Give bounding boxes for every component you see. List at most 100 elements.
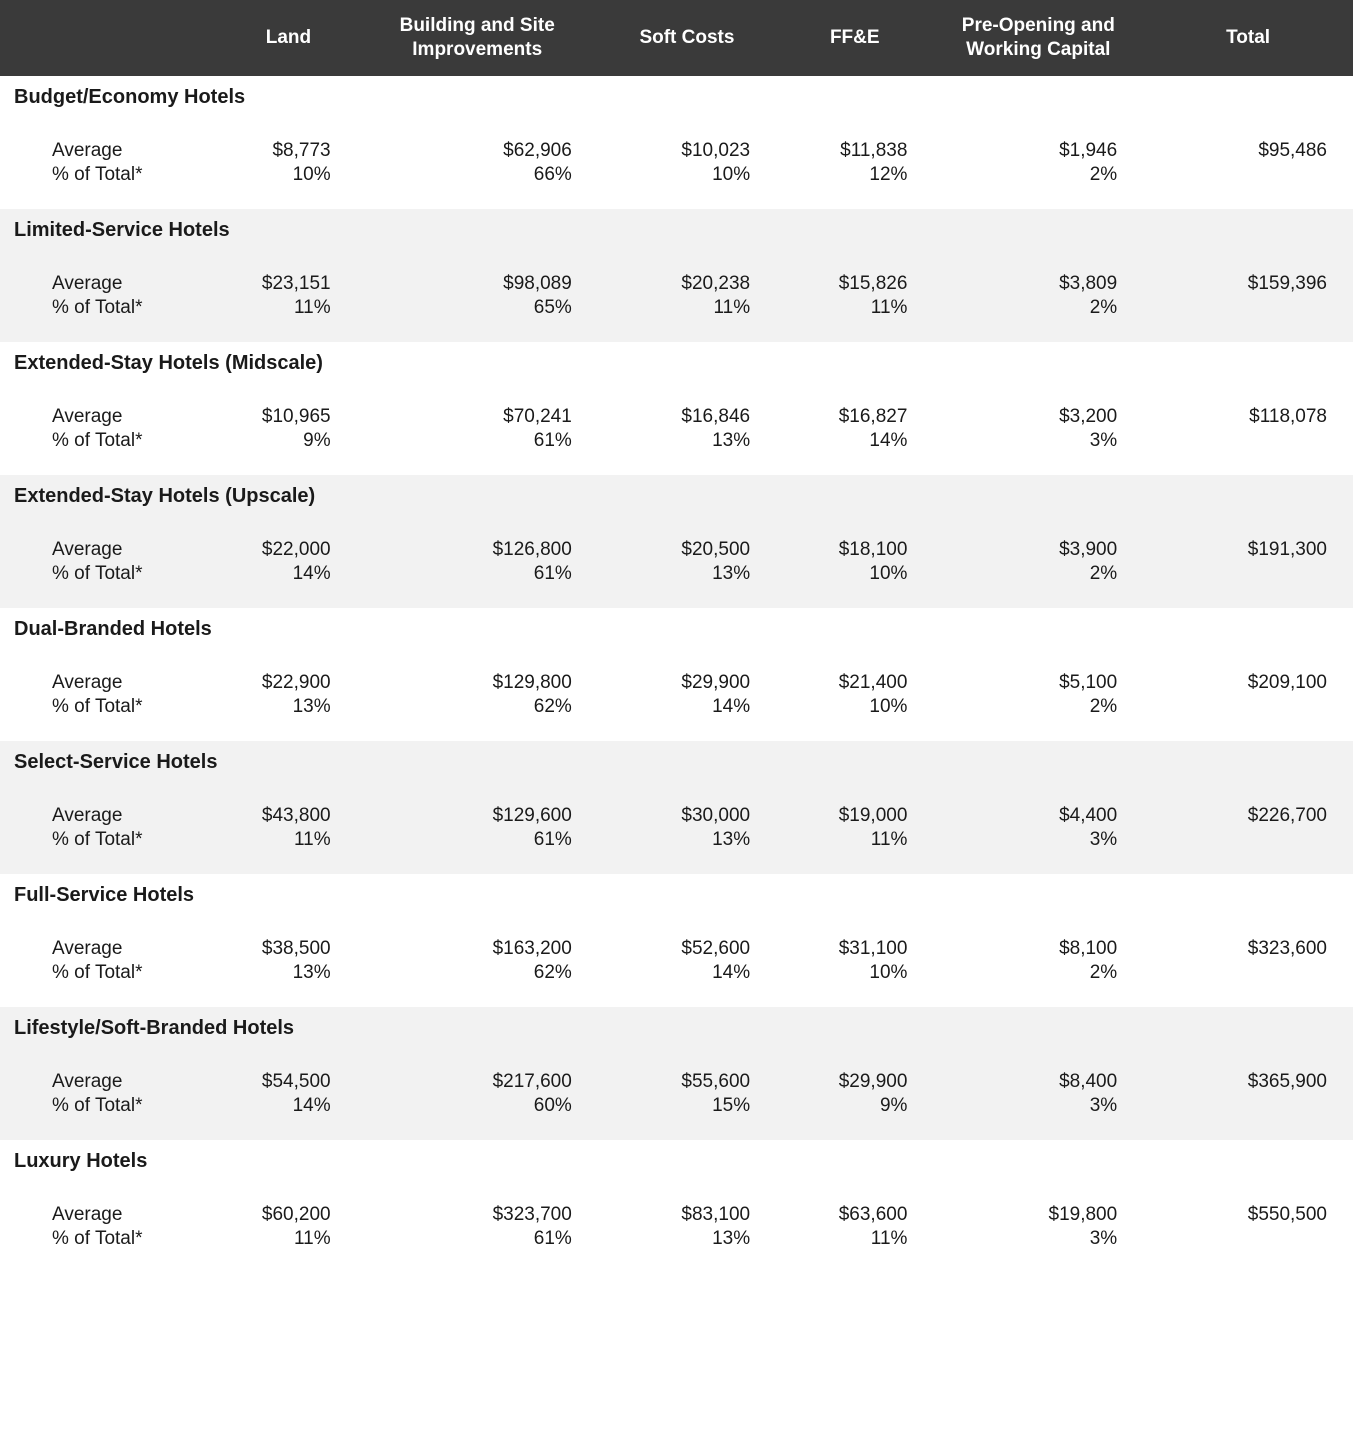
cell-pct-building: 65% bbox=[357, 296, 598, 320]
cell-pct-land: 9% bbox=[220, 429, 356, 453]
col-header-land: Land bbox=[220, 0, 356, 76]
spacer-row bbox=[0, 1118, 1353, 1140]
spacer-row bbox=[0, 516, 1353, 538]
cell-average-preopen: $19,800 bbox=[933, 1203, 1143, 1227]
section-title: Budget/Economy Hotels bbox=[0, 76, 1353, 117]
cell-pct-soft: 10% bbox=[598, 163, 776, 187]
pct-row: % of Total*10%66%10%12%2% bbox=[0, 163, 1353, 187]
cell-pct-preopen: 3% bbox=[933, 429, 1143, 453]
cell-pct-ffe: 9% bbox=[776, 1094, 933, 1118]
cell-average-land: $22,000 bbox=[220, 538, 356, 562]
row-label-pct: % of Total* bbox=[0, 1094, 220, 1118]
cell-pct-preopen: 2% bbox=[933, 296, 1143, 320]
cell-average-land: $8,773 bbox=[220, 139, 356, 163]
cell-average-land: $43,800 bbox=[220, 804, 356, 828]
row-label-average: Average bbox=[0, 538, 220, 562]
cell-pct-building: 61% bbox=[357, 562, 598, 586]
cell-pct-land: 11% bbox=[220, 296, 356, 320]
cell-average-building: $70,241 bbox=[357, 405, 598, 429]
pct-row: % of Total*13%62%14%10%2% bbox=[0, 695, 1353, 719]
cell-pct-building: 60% bbox=[357, 1094, 598, 1118]
cell-average-building: $217,600 bbox=[357, 1070, 598, 1094]
section-title: Dual-Branded Hotels bbox=[0, 608, 1353, 649]
cell-pct-preopen: 2% bbox=[933, 562, 1143, 586]
cell-pct-ffe: 10% bbox=[776, 695, 933, 719]
cell-average-soft: $10,023 bbox=[598, 139, 776, 163]
cell-pct-soft: 14% bbox=[598, 695, 776, 719]
cell-average-ffe: $16,827 bbox=[776, 405, 933, 429]
cell-average-preopen: $3,900 bbox=[933, 538, 1143, 562]
section: Luxury HotelsAverage$60,200$323,700$83,1… bbox=[0, 1140, 1353, 1273]
section-title: Select-Service Hotels bbox=[0, 741, 1353, 782]
cell-average-preopen: $3,200 bbox=[933, 405, 1143, 429]
cell-pct-land: 11% bbox=[220, 1227, 356, 1251]
cell-pct-preopen: 3% bbox=[933, 1094, 1143, 1118]
spacer-row bbox=[0, 719, 1353, 741]
cell-average-ffe: $19,000 bbox=[776, 804, 933, 828]
cell-average-preopen: $1,946 bbox=[933, 139, 1143, 163]
cell-pct-total bbox=[1143, 1094, 1353, 1118]
cell-pct-land: 13% bbox=[220, 695, 356, 719]
spacer-row bbox=[0, 453, 1353, 475]
spacer-row bbox=[0, 383, 1353, 405]
spacer-row bbox=[0, 782, 1353, 804]
cell-pct-building: 62% bbox=[357, 961, 598, 985]
cell-average-ffe: $21,400 bbox=[776, 671, 933, 695]
row-label-pct: % of Total* bbox=[0, 828, 220, 852]
section-header-row: Full-Service Hotels bbox=[0, 874, 1353, 915]
section-title: Extended-Stay Hotels (Upscale) bbox=[0, 475, 1353, 516]
cell-pct-total bbox=[1143, 296, 1353, 320]
cell-pct-land: 14% bbox=[220, 562, 356, 586]
section-header-row: Limited-Service Hotels bbox=[0, 209, 1353, 250]
section: Select-Service HotelsAverage$43,800$129,… bbox=[0, 741, 1353, 874]
cell-average-total: $118,078 bbox=[1143, 405, 1353, 429]
section-title: Limited-Service Hotels bbox=[0, 209, 1353, 250]
average-row: Average$54,500$217,600$55,600$29,900$8,4… bbox=[0, 1070, 1353, 1094]
cell-pct-building: 61% bbox=[357, 828, 598, 852]
cell-pct-preopen: 2% bbox=[933, 961, 1143, 985]
cell-average-building: $98,089 bbox=[357, 272, 598, 296]
spacer-row bbox=[0, 586, 1353, 608]
cell-pct-soft: 11% bbox=[598, 296, 776, 320]
row-label-average: Average bbox=[0, 1070, 220, 1094]
cell-average-soft: $30,000 bbox=[598, 804, 776, 828]
average-row: Average$22,000$126,800$20,500$18,100$3,9… bbox=[0, 538, 1353, 562]
spacer-row bbox=[0, 1181, 1353, 1203]
row-label-average: Average bbox=[0, 804, 220, 828]
cell-average-preopen: $8,100 bbox=[933, 937, 1143, 961]
cell-pct-soft: 13% bbox=[598, 828, 776, 852]
cell-average-total: $159,396 bbox=[1143, 272, 1353, 296]
cell-pct-building: 66% bbox=[357, 163, 598, 187]
pct-row: % of Total*14%61%13%10%2% bbox=[0, 562, 1353, 586]
section-title: Extended-Stay Hotels (Midscale) bbox=[0, 342, 1353, 383]
row-label-average: Average bbox=[0, 937, 220, 961]
cell-pct-building: 61% bbox=[357, 429, 598, 453]
section: Budget/Economy HotelsAverage$8,773$62,90… bbox=[0, 76, 1353, 209]
pct-row: % of Total*11%65%11%11%2% bbox=[0, 296, 1353, 320]
spacer-row bbox=[0, 985, 1353, 1007]
cell-pct-soft: 14% bbox=[598, 961, 776, 985]
cell-average-total: $323,600 bbox=[1143, 937, 1353, 961]
cell-pct-soft: 13% bbox=[598, 429, 776, 453]
section-title: Luxury Hotels bbox=[0, 1140, 1353, 1181]
col-header-building: Building and Site Improvements bbox=[357, 0, 598, 76]
pct-row: % of Total*13%62%14%10%2% bbox=[0, 961, 1353, 985]
cell-average-total: $365,900 bbox=[1143, 1070, 1353, 1094]
spacer-row bbox=[0, 852, 1353, 874]
cell-pct-ffe: 14% bbox=[776, 429, 933, 453]
cell-average-land: $23,151 bbox=[220, 272, 356, 296]
section-header-row: Extended-Stay Hotels (Midscale) bbox=[0, 342, 1353, 383]
section-header-row: Dual-Branded Hotels bbox=[0, 608, 1353, 649]
col-header-preopen: Pre-Opening and Working Capital bbox=[933, 0, 1143, 76]
cell-average-total: $191,300 bbox=[1143, 538, 1353, 562]
cell-pct-soft: 15% bbox=[598, 1094, 776, 1118]
spacer-row bbox=[0, 649, 1353, 671]
cell-average-ffe: $31,100 bbox=[776, 937, 933, 961]
pct-row: % of Total*9%61%13%14%3% bbox=[0, 429, 1353, 453]
cell-average-land: $38,500 bbox=[220, 937, 356, 961]
table-header: Land Building and Site Improvements Soft… bbox=[0, 0, 1353, 76]
cell-pct-land: 13% bbox=[220, 961, 356, 985]
cell-average-preopen: $4,400 bbox=[933, 804, 1143, 828]
section-header-row: Extended-Stay Hotels (Upscale) bbox=[0, 475, 1353, 516]
cell-pct-ffe: 11% bbox=[776, 828, 933, 852]
